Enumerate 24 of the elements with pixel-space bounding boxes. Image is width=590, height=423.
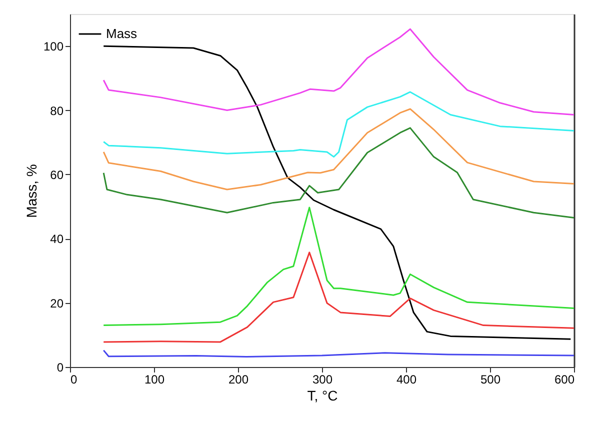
y-tick-label: 0 [56,360,64,374]
x-tick-label: 200 [228,372,249,386]
x-tick-label: 500 [480,372,501,386]
legend-label: Mass [106,26,138,41]
line-series [102,45,572,340]
line-series [102,206,575,326]
y-tick-label: 20 [50,296,64,310]
y-tick-label: 80 [50,104,64,118]
line-series [102,350,575,358]
x-axis-title: T, °C [307,388,338,404]
line-series [102,127,575,219]
line-series [102,28,575,116]
x-tick-label: 100 [144,372,165,386]
y-tick-label: 100 [43,40,64,54]
line-series [102,108,575,190]
x-tick-label: 300 [312,372,333,386]
x-tick-label: 600 [554,372,575,386]
line-series [102,252,575,343]
line-series [102,91,575,158]
y-tick-label: 40 [50,232,64,246]
x-tick-label: 0 [70,372,78,386]
y-axis-title: Mass, % [23,164,40,218]
x-tick-label: 400 [396,372,417,386]
y-tick-label: 60 [50,168,64,182]
